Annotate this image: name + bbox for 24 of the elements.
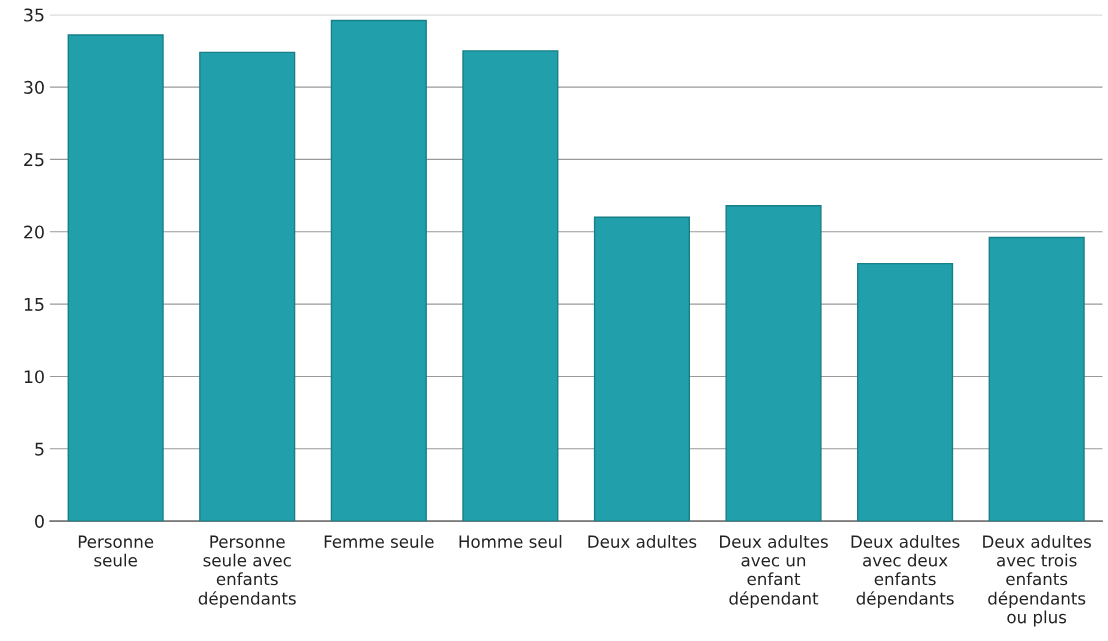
y-tick-label: 5	[35, 442, 44, 456]
y-tick-label: 15	[24, 298, 44, 311]
x-tick-label: Personne seule avec enfants dépendants	[198, 535, 296, 608]
bar	[725, 205, 822, 522]
bar	[857, 262, 954, 522]
y-tick-label: 20	[24, 225, 44, 239]
bar	[199, 51, 296, 522]
x-tick-label: Deux adultes	[588, 535, 697, 548]
x-tick-label: Femme seule	[324, 535, 434, 548]
y-tick-label: 25	[24, 153, 44, 167]
bar	[462, 50, 559, 522]
bar	[330, 19, 427, 522]
bar	[988, 236, 1085, 522]
y-tick-label: 0	[35, 514, 44, 528]
x-tick-label: Personne seule	[78, 535, 154, 567]
x-tick-label: Homme seul	[459, 535, 562, 548]
x-tick-label: Deux adultes avec un enfant dépendant	[720, 535, 828, 608]
x-tick-label: Deux adultes avec deux enfants dépendants	[851, 535, 960, 608]
y-tick-label: 30	[24, 80, 44, 94]
x-tick-label: Deux adultes avec trois enfants dépendants ou plus	[983, 535, 1091, 627]
bar	[67, 34, 164, 522]
y-tick-label: 35	[24, 8, 44, 22]
y-tick-label: 10	[24, 370, 44, 384]
bar	[593, 216, 691, 522]
